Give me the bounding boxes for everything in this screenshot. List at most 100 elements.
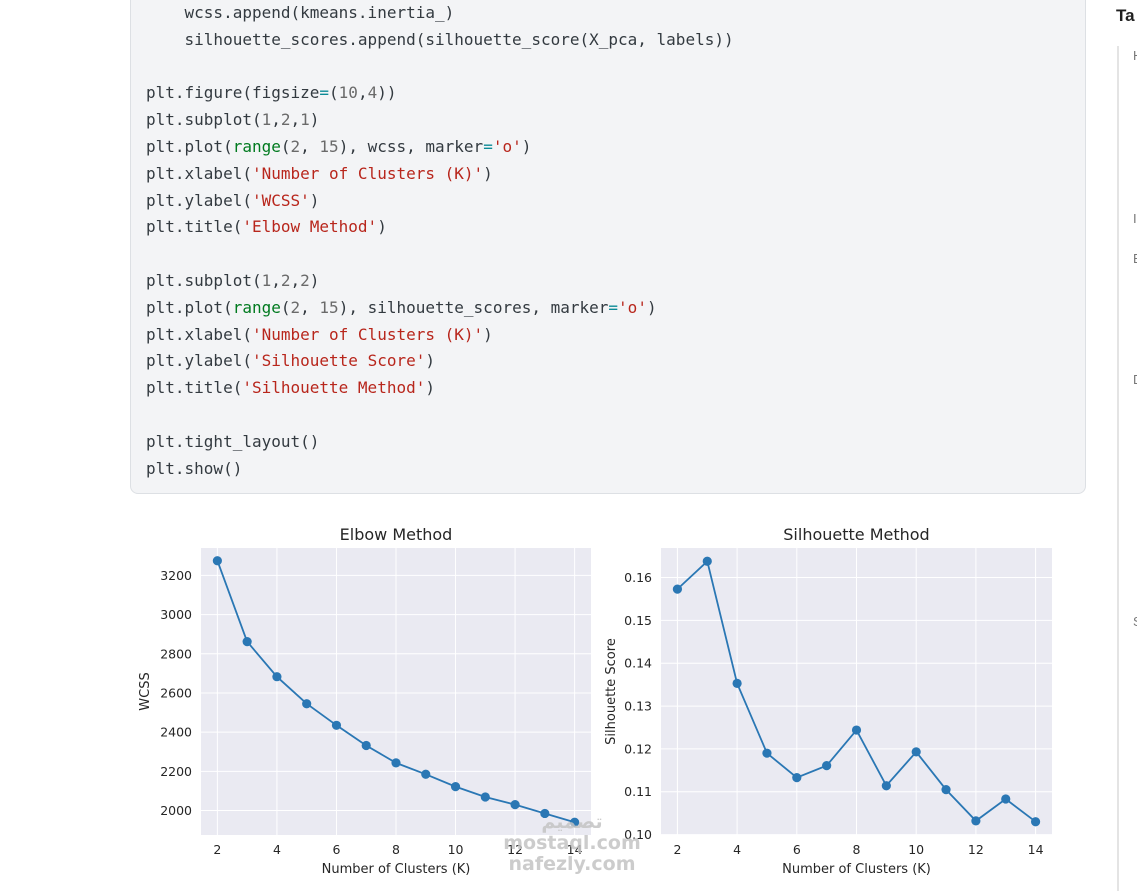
elbow-chart: 2 4 6 8 10 12 14 2000 2200 2400 2600 2800 3000 3200 El… [138,525,591,877]
x-tick-label: 8 [853,842,861,857]
code-token: 'Silhouette Method' [242,378,426,398]
code-token: wcss.append(kmeans.inertia_) [146,3,455,22]
data-point [851,725,862,735]
panel-item-5[interactable]: S [1133,614,1137,629]
code-token: , [300,297,320,317]
chart-title: Elbow Method [340,525,453,544]
code-token: 1 [261,271,272,290]
data-point [1030,817,1041,827]
data-point [1001,794,1011,804]
code-token: 2 [290,297,301,317]
x-tick-label: 2 [673,842,681,857]
code-line: plt.title('Elbow Method') [146,213,387,240]
code-token: = [483,137,493,156]
code-token: 15 [319,297,339,317]
data-point [672,584,683,594]
code-line: plt.title('Silhouette Method') [146,374,435,401]
code-token: 'o' [618,297,647,317]
code-token: plt.title( [146,217,243,237]
code-token: plt.show() [146,458,243,478]
y-tick-label: 2600 [160,685,192,700]
x-tick-label: 4 [733,842,741,857]
x-tick-label: 10 [908,842,924,857]
data-point [331,720,342,730]
code-line: silhouette_scores.append(silhouette_scor… [146,26,734,53]
data-point [941,784,951,795]
output-charts: 2 4 6 8 10 12 14 2000 2200 2400 2600 2800 3000 3200 El… [138,525,1052,877]
x-tick-label: 6 [793,842,801,857]
data-point [242,637,252,647]
code-token: ) [377,217,387,237]
code-token: ) [483,324,493,344]
code-token: ) [309,190,320,210]
code-token: ) [646,297,657,317]
code-token: plt.figure(figsize [146,83,320,103]
y-tick-label: 0.14 [624,656,652,671]
panel-item-4[interactable]: D [1133,372,1137,387]
data-point [212,556,222,566]
x-tick-label: 12 [968,842,984,857]
code-line: plt.plot(range(2, 15), silhouette_scores… [146,294,657,321]
data-point [792,773,802,783]
right-panel: Ta H I E D S [1114,0,1137,891]
code-token: , [271,110,281,130]
y-axis-label: Silhouette Score [604,638,619,745]
y-tick-label: 0.10 [624,827,652,842]
data-point [822,761,832,771]
y-tick-label: 0.13 [624,699,652,714]
code-line: wcss.append(kmeans.inertia_) [146,0,455,26]
code-token: plt.subplot( [146,271,262,290]
code-token: 'Number of Clusters (K)' [251,163,484,183]
data-point [881,781,891,791]
code-token: ) [521,137,532,156]
code-token: 10 [338,83,358,103]
data-point [272,672,282,682]
code-token: plt.xlabel( [146,163,252,183]
code-token: 'Elbow Method' [242,217,378,237]
panel-item-3[interactable]: E [1133,251,1137,266]
code-cell[interactable] [130,0,1086,494]
y-axis-label: WCSS [138,672,153,710]
code-line: plt.figure(figsize=(10,4)) [146,79,396,106]
code-token: range [232,137,281,156]
x-axis-label: Number of Clusters (K) [322,862,471,877]
panel-item-2[interactable]: I [1133,211,1137,226]
code-token: ) [309,110,320,130]
code-token: 2 [300,271,310,290]
y-tick-label: 2200 [160,764,192,779]
data-point [450,782,461,792]
code-token: ), silhouette_scores, marker [338,297,609,317]
code-token: plt.plot( [146,297,233,317]
code-line: plt.ylabel('WCSS') [146,187,319,214]
code-token: silhouette_scores.append(silhouette_scor… [146,29,734,49]
code-token: , [271,271,281,290]
code-token: plt.tight_layout() [146,431,320,451]
y-tick-label: 0.16 [624,570,652,585]
code-token: plt.xlabel( [146,324,252,344]
code-token: 2 [280,271,291,290]
code-token: 'WCSS' [251,190,310,210]
code-token: ) [425,351,435,371]
y-tick-label: 3200 [160,568,192,583]
x-axis-label: Number of Clusters (K) [782,862,931,877]
y-tick-label: 2000 [160,803,192,818]
data-point [762,748,772,758]
x-tick-label: 14 [1028,842,1044,857]
code-token: 'Silhouette Score' [251,351,426,371]
code-token: 'Number of Clusters (K)' [251,324,484,344]
code-token: ( [329,83,339,103]
data-point [732,678,742,688]
y-tick-label: 3000 [160,607,192,622]
panel-item-1[interactable]: H [1133,48,1137,63]
code-token: plt.subplot( [146,110,262,130]
x-tick-label: 6 [332,842,340,857]
data-point [971,816,981,826]
silhouette-chart: 2 4 6 8 10 12 14 0.10 0.11 0.12 0.13 0.14 0.15 0.16 Si… [604,525,1052,877]
code-token: , [290,271,301,290]
code-token: ( [280,297,291,317]
code-token: plt.plot( [146,137,233,156]
code-token: range [232,297,281,317]
code-token: 15 [319,137,339,156]
code-token: , [357,83,368,103]
data-point [391,758,401,768]
